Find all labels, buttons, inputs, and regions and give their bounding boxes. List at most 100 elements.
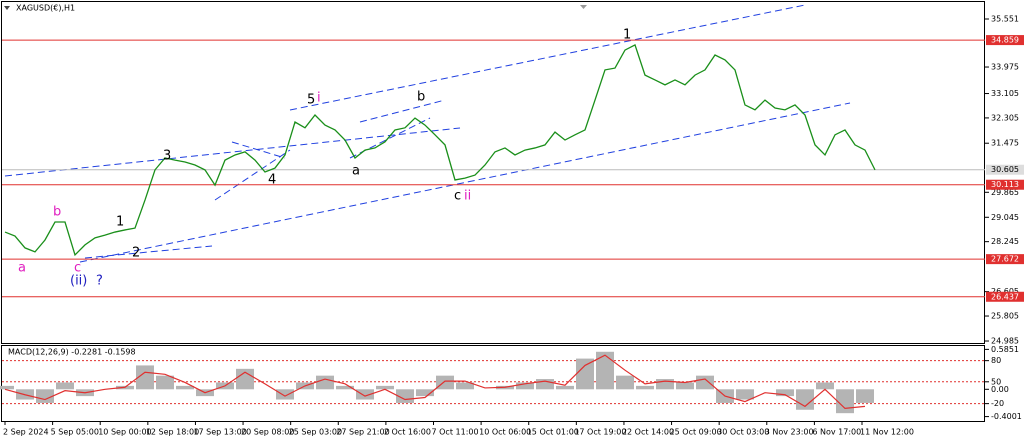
icon bbox=[4, 6, 10, 10]
x-tick-label: 10 Oct 06:00 bbox=[479, 428, 531, 437]
wave-label: ii bbox=[464, 189, 471, 204]
macd-bar bbox=[796, 389, 814, 410]
wave-label: 5 bbox=[307, 93, 315, 108]
y-tick-label: 0.00 bbox=[991, 385, 1009, 394]
x-tick-label: 15 Oct 01:00 bbox=[527, 428, 579, 437]
macd-bar bbox=[816, 382, 834, 390]
price-line bbox=[4, 43, 876, 257]
macd-bar bbox=[836, 389, 854, 414]
macd-bar bbox=[576, 358, 594, 390]
x-tick-label: 27 Sep 21:00 bbox=[336, 428, 389, 437]
y-tick-label: 33.105 bbox=[991, 89, 1019, 98]
wave-label: 1 bbox=[623, 28, 631, 43]
macd-bar bbox=[136, 365, 154, 390]
y-tick-label: 32.305 bbox=[991, 113, 1019, 122]
y-tick-label: 24.985 bbox=[991, 337, 1019, 346]
x-tick-label: 17 Sep 13:00 bbox=[193, 428, 246, 437]
wave-label: a bbox=[18, 261, 26, 276]
y-tick-label: -0.4001 bbox=[991, 412, 1022, 421]
macd-bar bbox=[636, 385, 654, 390]
last-price-tag bbox=[986, 164, 1024, 175]
icon bbox=[580, 5, 587, 9]
x-tick-label: 6 Nov 17:00 bbox=[812, 428, 861, 437]
y-tick-label: 25.805 bbox=[991, 312, 1019, 321]
y-tick-label: 31.475 bbox=[991, 139, 1019, 148]
macd-bar bbox=[616, 375, 634, 390]
macd-bar bbox=[676, 382, 694, 390]
x-tick-label: 5 Sep 05:00 bbox=[51, 428, 99, 437]
wave-label: a bbox=[352, 164, 360, 179]
macd-bar bbox=[596, 351, 614, 390]
x-tick-label: 25 Oct 09:00 bbox=[670, 428, 722, 437]
main-frame bbox=[1, 1, 985, 344]
macd-bar bbox=[156, 375, 174, 390]
level-tag bbox=[986, 35, 1024, 46]
macd-bar bbox=[456, 382, 474, 390]
signal-line bbox=[4, 354, 866, 410]
chart-title: XAGUSD(€),H1 bbox=[16, 4, 75, 13]
x-tick-label: 2 Oct 16:00 bbox=[384, 428, 431, 437]
level-label: 34.859 bbox=[991, 36, 1019, 45]
y-tick-label: 28.245 bbox=[991, 237, 1019, 246]
last-price-label: 30.605 bbox=[991, 165, 1019, 174]
wave-label: 4 bbox=[268, 173, 276, 188]
y-tick-label: 29.865 bbox=[991, 188, 1019, 197]
wave-label: ? bbox=[96, 274, 103, 289]
x-tick-label: 7 Oct 11:00 bbox=[432, 428, 479, 437]
wave-label: (ii) bbox=[70, 274, 87, 289]
x-tick-label: 10 Sep 00:00 bbox=[98, 428, 151, 437]
level-tag bbox=[986, 291, 1024, 302]
macd-bar bbox=[356, 389, 374, 400]
macd-bar bbox=[516, 382, 534, 390]
macd-bar bbox=[0, 385, 14, 390]
macd-bar bbox=[856, 389, 874, 403]
wave-label: c bbox=[74, 261, 81, 276]
x-tick-label: 17 Oct 19:00 bbox=[574, 428, 626, 437]
wave-label: c bbox=[454, 189, 461, 204]
x-tick-label: 11 Nov 12:00 bbox=[860, 428, 914, 437]
macd-bar bbox=[316, 375, 334, 390]
macd-bar bbox=[736, 389, 754, 400]
macd-bar bbox=[36, 389, 54, 403]
macd-bar bbox=[656, 379, 674, 390]
y-tick-label: 0.5851 bbox=[991, 345, 1019, 354]
macd-frame bbox=[1, 345, 985, 422]
wave-label: 3 bbox=[163, 149, 171, 164]
y-tick-label: 29.045 bbox=[991, 213, 1019, 222]
macd-bar bbox=[416, 389, 434, 397]
level-tag bbox=[986, 254, 1024, 265]
x-tick-label: 25 Sep 03:00 bbox=[289, 428, 342, 437]
macd-bar bbox=[376, 385, 394, 390]
x-tick-label: 12 Sep 18:00 bbox=[146, 428, 199, 437]
x-tick-label: 30 Oct 03:00 bbox=[717, 428, 769, 437]
y-tick-label: 35.551 bbox=[991, 14, 1019, 23]
macd-bar bbox=[556, 385, 574, 390]
level-tag bbox=[986, 179, 1024, 190]
wave-label: b bbox=[417, 90, 425, 105]
y-tick-label: 33.975 bbox=[991, 63, 1019, 72]
level-label: 27.672 bbox=[991, 255, 1019, 264]
x-tick-label: 2 Sep 2024 bbox=[3, 428, 49, 437]
y-tick-label: 50 bbox=[991, 377, 1001, 386]
macd-bar bbox=[236, 368, 254, 390]
x-tick-label: 22 Oct 14:00 bbox=[622, 428, 674, 437]
macd-bar bbox=[176, 385, 194, 390]
macd-bar bbox=[776, 389, 794, 397]
macd-bar bbox=[436, 375, 454, 390]
wave-label: i bbox=[317, 91, 321, 106]
macd-bar bbox=[336, 385, 354, 390]
x-tick-label: 20 Sep 08:00 bbox=[241, 428, 294, 437]
wave-label: 1 bbox=[116, 215, 124, 230]
y-tick-label: -20 bbox=[991, 399, 1004, 408]
y-tick-label: 80 bbox=[991, 356, 1001, 365]
macd-bar bbox=[56, 382, 74, 390]
macd-bar bbox=[536, 379, 554, 390]
macd-title: MACD(12,26,9) -0.2281 -0.1598 bbox=[8, 348, 136, 357]
wave-label: b bbox=[53, 205, 61, 220]
macd-bar bbox=[696, 375, 714, 390]
wave-label: 2 bbox=[132, 246, 140, 261]
macd-bar bbox=[276, 389, 294, 400]
level-label: 30.113 bbox=[991, 180, 1019, 189]
